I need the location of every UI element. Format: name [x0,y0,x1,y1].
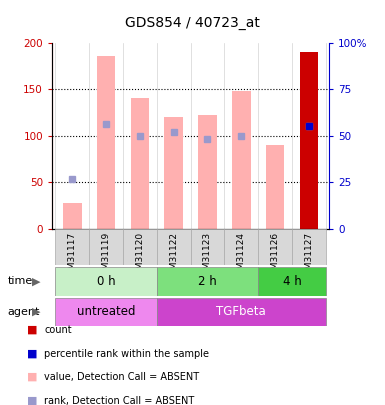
Text: GSM31127: GSM31127 [305,232,313,281]
Bar [164,117,183,229]
Text: GSM31120: GSM31120 [136,232,144,281]
Bar [266,145,285,229]
Text: GSM31117: GSM31117 [68,232,77,281]
Text: value, Detection Call = ABSENT: value, Detection Call = ABSENT [44,372,199,382]
Bar [258,229,292,265]
Text: count: count [44,325,72,335]
Text: ■: ■ [27,349,37,358]
Text: 4 h: 4 h [283,275,301,288]
Bar [198,115,217,229]
Bar [224,229,258,265]
Bar [131,98,149,229]
Text: untreated: untreated [77,305,135,318]
Text: GSM31126: GSM31126 [271,232,280,281]
Text: ▶: ▶ [32,307,41,317]
Bar [157,298,326,326]
Bar [292,229,326,265]
Text: agent: agent [8,307,40,317]
Bar [258,267,326,296]
Bar [123,229,157,265]
Text: percentile rank within the sample: percentile rank within the sample [44,349,209,358]
Bar [157,267,258,296]
Text: 0 h: 0 h [97,275,116,288]
Bar [232,91,251,229]
Bar [300,52,318,229]
Text: GSM31122: GSM31122 [169,232,178,281]
Text: ▶: ▶ [32,277,41,286]
Bar [191,229,224,265]
Text: ■: ■ [27,372,37,382]
Bar [97,56,116,229]
Text: GSM31124: GSM31124 [237,232,246,281]
Bar [157,229,191,265]
Bar [55,267,157,296]
Text: ■: ■ [27,325,37,335]
Bar [55,298,157,326]
Text: GSM31123: GSM31123 [203,232,212,281]
Text: GDS854 / 40723_at: GDS854 / 40723_at [125,16,260,30]
Text: rank, Detection Call = ABSENT: rank, Detection Call = ABSENT [44,396,194,405]
Text: 2 h: 2 h [198,275,217,288]
Text: time: time [8,277,33,286]
Text: GSM31119: GSM31119 [102,232,110,281]
Bar [89,229,123,265]
Text: ■: ■ [27,396,37,405]
Text: TGFbeta: TGFbeta [216,305,266,318]
Bar [55,229,89,265]
Bar [63,203,82,229]
